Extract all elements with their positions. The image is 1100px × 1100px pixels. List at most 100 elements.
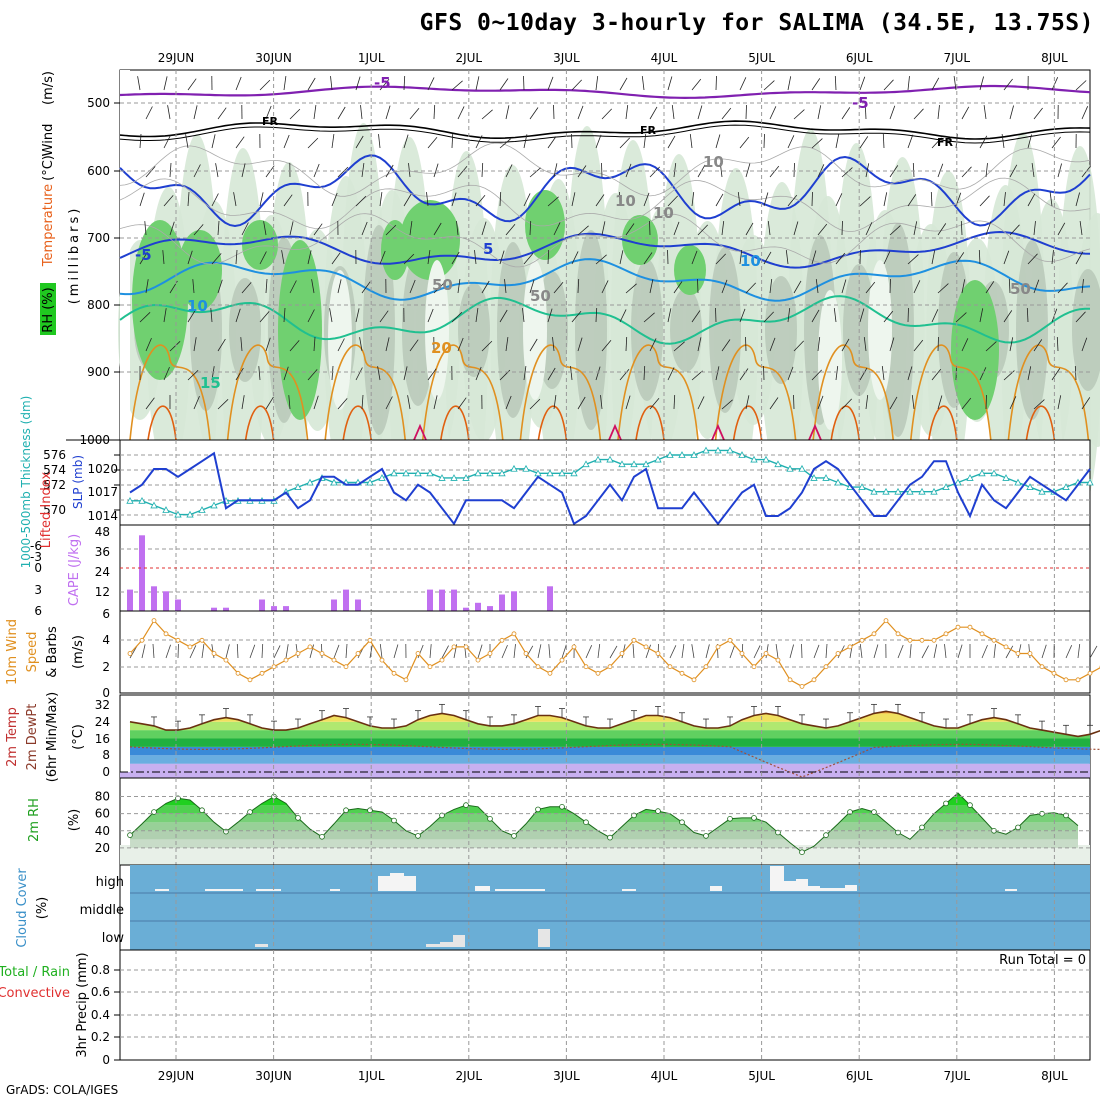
rh-shade-mid — [765, 276, 797, 384]
wind-barb — [833, 308, 837, 323]
wind-speed-marker — [739, 651, 745, 656]
wind-barb — [793, 280, 802, 294]
wind-speed-marker — [679, 670, 685, 676]
wind-barb — [307, 137, 319, 149]
surface-wind-barb — [789, 644, 794, 659]
precip-tick-labels: 0.8 0.6 0.4 0.2 0 — [91, 963, 120, 1067]
rh-marker — [1015, 824, 1021, 831]
wind-barb — [547, 76, 554, 91]
cloud-bar-high — [256, 889, 281, 891]
contour-20 — [617, 344, 699, 441]
contour-30 — [608, 423, 622, 441]
wind-speed-marker — [1063, 677, 1069, 683]
wind-barb — [163, 76, 168, 91]
surface-wind-barb — [177, 643, 179, 659]
wind-barb — [505, 337, 509, 352]
tick-label: 576 — [43, 448, 66, 462]
cloud-bar-high — [205, 889, 243, 891]
wind-barb — [865, 395, 869, 410]
rh-band — [130, 847, 1078, 865]
contour-20 — [812, 344, 894, 441]
wind-barb — [259, 79, 271, 91]
wind-barb — [1001, 134, 1005, 149]
wind-speed-marker — [499, 637, 505, 643]
wind-barb — [427, 77, 435, 91]
wind-barb — [739, 308, 746, 323]
wind-barb — [283, 366, 289, 381]
rh-tick-labels: 80 60 40 20 — [95, 790, 110, 855]
wind-barb — [427, 368, 437, 381]
contour-25 — [928, 405, 958, 441]
wind-barb — [263, 221, 267, 236]
wind-barb — [793, 162, 795, 178]
wind-barb — [307, 369, 318, 381]
rh-marker — [703, 833, 709, 839]
wind-speed-marker — [823, 664, 829, 670]
wind-barb — [523, 366, 527, 381]
thickness-marker — [522, 464, 530, 472]
wind-barb — [361, 394, 364, 410]
wind-barb — [433, 222, 442, 236]
wind-speed-marker — [775, 657, 781, 663]
rh-marker — [919, 824, 925, 831]
temp-band — [130, 755, 1090, 764]
wind-barb — [859, 196, 871, 207]
wind-speed-marker — [307, 644, 313, 650]
thickness-marker — [306, 478, 314, 486]
surface-wind-barb — [632, 643, 635, 659]
wind-barb — [1051, 250, 1054, 265]
wind-unit-label: (m/s) — [41, 71, 56, 105]
rh-tick-label: 40 — [95, 824, 110, 838]
thickness-marker — [498, 469, 506, 477]
li-tick-label: -3 — [30, 550, 42, 564]
wind-barb — [481, 162, 484, 178]
wind-tick-label: 6 — [102, 607, 110, 621]
wind-barb — [499, 78, 509, 91]
wind-barb — [625, 223, 635, 236]
surface-wind-barb — [285, 644, 289, 659]
wind-barb — [619, 309, 627, 323]
rh-marker — [895, 829, 901, 836]
wind-barb — [451, 251, 460, 265]
wind-barb — [313, 336, 316, 352]
cape-bar — [271, 606, 277, 611]
contour-label: FR — [640, 124, 657, 137]
wind-speed-marker — [967, 624, 973, 630]
wind-barb — [211, 253, 222, 265]
rh-shade-mid — [631, 259, 663, 401]
wind-barb — [600, 395, 603, 410]
wind-barb — [307, 250, 312, 265]
wind-barb — [547, 249, 550, 265]
wind-barb — [841, 167, 853, 178]
surface-wind-barb — [933, 644, 938, 659]
surface-wind-barb — [1041, 644, 1047, 659]
wind-barb — [313, 395, 319, 410]
wind-barb — [337, 279, 342, 294]
rh-marker — [463, 802, 469, 808]
thickness-marker — [870, 487, 878, 495]
wind-barb — [481, 340, 493, 352]
wind-barb — [553, 395, 557, 410]
surface-wind-barb — [813, 644, 820, 659]
wind-barb — [1027, 134, 1032, 149]
wind-speed-marker — [955, 624, 961, 630]
wind-barb — [1033, 399, 1045, 410]
wind-barb — [619, 250, 624, 265]
rh-marker — [199, 807, 205, 813]
precip-tick-label: 0.6 — [91, 985, 110, 999]
wind-barb — [889, 105, 896, 120]
contour-25 — [830, 405, 860, 441]
wind-barb — [307, 309, 315, 323]
wind-barb — [641, 76, 645, 91]
tick-label: 574 — [43, 463, 66, 477]
wind-tick-labels: 6 4 2 0 — [102, 607, 110, 700]
surface-wind-barb — [691, 644, 695, 659]
wind-barb — [667, 308, 672, 323]
wind-barb — [529, 220, 532, 236]
wind-barb — [547, 367, 556, 381]
li-tick-label: -6 — [30, 539, 42, 553]
wind-barb — [841, 279, 847, 294]
wind-barb — [240, 337, 243, 352]
contour-label: 10 — [187, 297, 208, 315]
rh-marker — [439, 812, 445, 819]
